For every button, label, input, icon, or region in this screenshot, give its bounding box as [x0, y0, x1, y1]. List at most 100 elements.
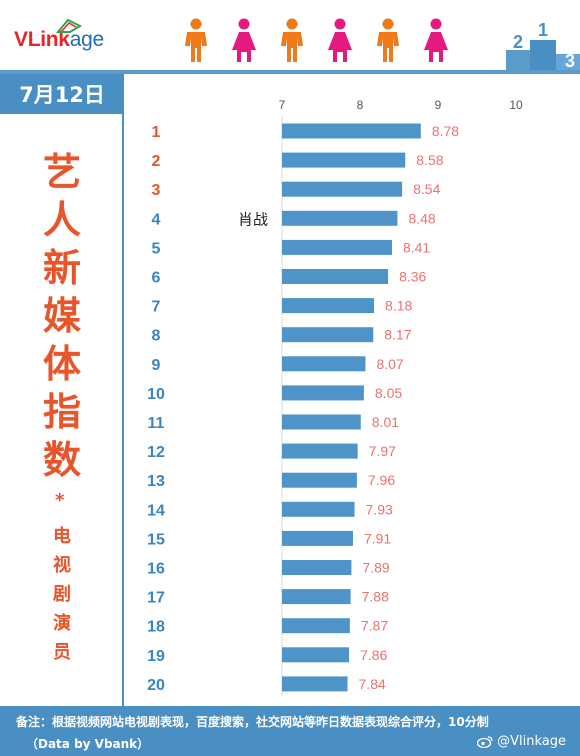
value-label: 7.91 [364, 530, 391, 546]
value-label: 7.87 [361, 618, 388, 634]
logo-v: V [14, 28, 28, 51]
value-label: 8.41 [403, 239, 430, 255]
score-bar [282, 647, 350, 663]
score-bar [282, 210, 398, 226]
value-label: 7.93 [366, 501, 393, 517]
female-person-icon [232, 18, 256, 62]
rank-label: 7 [152, 299, 161, 316]
rank-label: 5 [152, 240, 161, 257]
value-label: 7.89 [362, 560, 389, 576]
weibo-icon [477, 736, 493, 748]
podium-icon: 2 1 3 [506, 20, 580, 70]
value-label: 7.96 [368, 472, 395, 488]
logo-link: Link [27, 28, 70, 51]
score-bar [282, 414, 361, 430]
score-bar [282, 327, 374, 343]
score-bar [282, 123, 421, 139]
subtitle-char: 剧 [53, 584, 71, 605]
x-tick-label: 8 [357, 98, 364, 112]
rank-label: 16 [147, 561, 165, 578]
value-label: 8.36 [399, 269, 426, 285]
score-bar [282, 472, 357, 488]
male-person-icon [281, 18, 303, 62]
rank-label: 9 [152, 357, 161, 374]
rank-label: 4 [152, 211, 161, 228]
footer-note: 备注：根据视频网站电视剧表现，百度搜索，社交网站等昨日数据表现综合评分，10分制 [16, 715, 489, 729]
value-label: 7.86 [360, 647, 387, 663]
value-label: 8.58 [416, 152, 443, 168]
x-tick-label: 7 [279, 98, 286, 112]
artist-name-label: 肖战 [238, 210, 268, 228]
subtitle-char: 员 [53, 642, 71, 663]
title-star: * [55, 490, 65, 511]
weibo-handle-text: @Vlinkage [497, 734, 566, 749]
value-label: 8.07 [376, 356, 403, 372]
value-label: 7.84 [359, 676, 386, 692]
title-char: 体 [42, 342, 81, 386]
title-char: 数 [42, 438, 81, 482]
score-bar [282, 443, 358, 459]
value-label: 7.88 [362, 589, 389, 605]
title-char: 艺 [42, 150, 81, 194]
people-icons [185, 18, 448, 62]
score-bar [282, 676, 348, 692]
header-rule [0, 70, 580, 74]
title-char: 人 [42, 198, 81, 242]
rank-label: 8 [152, 328, 161, 345]
x-tick-label: 9 [435, 98, 442, 112]
rank-label: 13 [147, 473, 165, 490]
female-person-icon [328, 18, 352, 62]
score-bar [282, 530, 353, 546]
subtitle-char: 演 [53, 613, 71, 634]
rank-label: 6 [152, 270, 161, 287]
logo-swoosh-icon [56, 18, 82, 33]
x-tick-label: 10 [509, 98, 523, 112]
male-person-icon [377, 18, 399, 62]
rank-label: 15 [147, 531, 165, 548]
rank-label: 20 [147, 677, 165, 694]
rank-label: 19 [147, 648, 165, 665]
score-bar [282, 385, 364, 401]
value-label: 8.05 [375, 385, 402, 401]
logo-age: age [69, 28, 104, 51]
footer-credit: （Data by Vbank） [26, 737, 150, 751]
title-sub: 电 视 剧 演 员 [42, 522, 82, 667]
subtitle-char: 视 [53, 555, 71, 576]
value-label: 7.97 [369, 443, 396, 459]
score-bar [282, 239, 392, 255]
value-label: 8.17 [384, 327, 411, 343]
vlinkage-logo[interactable]: VLinkage [14, 28, 104, 52]
title-char: 新 [42, 246, 81, 290]
subtitle-char: 电 [53, 526, 71, 547]
rank-label: 17 [147, 590, 165, 607]
title-char: 指 [42, 390, 81, 434]
rank-label: 10 [147, 386, 165, 403]
score-bar [282, 501, 355, 517]
ranking-bar-chart: 7 8 9 10 1 8.78 2 8.58 3 8.54 4 肖战 8.48 5 8.41 6 8.36 7 8.… [147, 98, 523, 696]
title-char: 媒 [42, 294, 81, 338]
header: VLinkage 2 1 3 [0, 0, 580, 70]
score-bar [282, 152, 406, 168]
rank-label: 2 [152, 153, 161, 170]
rank-label: 1 [152, 124, 161, 141]
podium-label-1: 1 [538, 20, 548, 40]
date-label: 7月12日 [0, 74, 124, 114]
rank-label: 14 [147, 502, 165, 519]
score-bar [282, 181, 403, 197]
podium-label-2: 2 [513, 32, 523, 52]
value-label: 8.01 [372, 414, 399, 430]
rank-label: 18 [147, 619, 165, 636]
score-bar [282, 298, 375, 314]
female-person-icon [424, 18, 448, 62]
rank-label: 12 [147, 444, 165, 461]
male-person-icon [185, 18, 207, 62]
rank-label: 3 [152, 182, 161, 199]
podium-label-3: 3 [565, 51, 575, 70]
sidebar [0, 114, 124, 706]
value-label: 8.48 [408, 210, 435, 226]
score-bar [282, 356, 366, 372]
value-label: 8.18 [385, 298, 412, 314]
footer: 备注：根据视频网站电视剧表现，百度搜索，社交网站等昨日数据表现综合评分，10分制… [0, 706, 580, 756]
weibo-handle[interactable]: @Vlinkage [477, 734, 566, 749]
score-bar [282, 589, 351, 605]
